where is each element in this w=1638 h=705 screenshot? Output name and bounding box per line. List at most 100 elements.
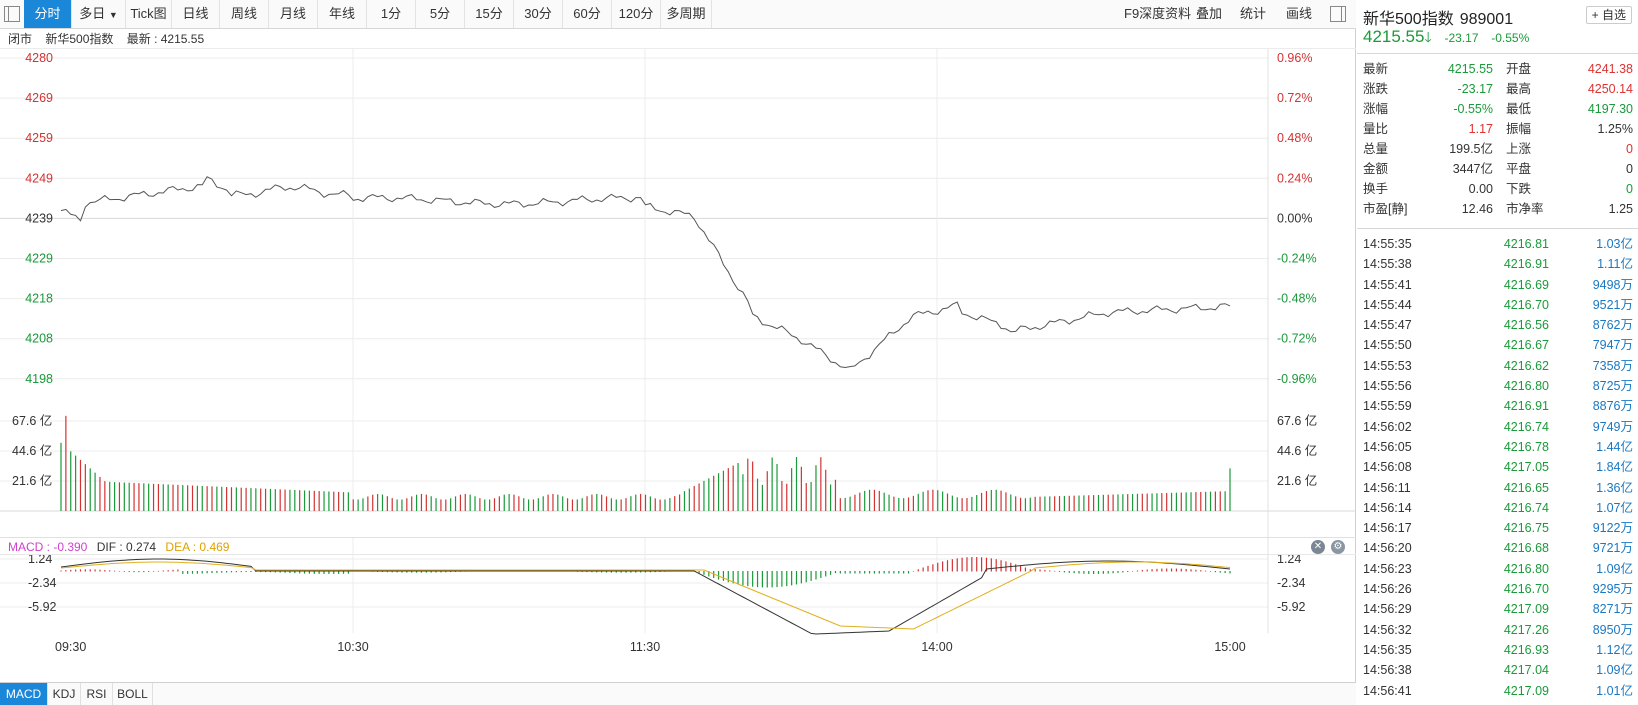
volume-bar — [644, 494, 647, 511]
tick-price: 4216.78 — [1503, 439, 1549, 454]
tick-row: 14:56:08 4217.05 1.84亿 — [1363, 457, 1633, 477]
volume-bar — [951, 495, 953, 511]
volume-bar — [985, 491, 988, 511]
volume-bar — [980, 492, 983, 511]
macd-bar — [333, 571, 335, 574]
macd-bar — [893, 571, 895, 574]
macd-bar — [742, 571, 744, 586]
right-panel-toggle-icon[interactable] — [1330, 6, 1346, 22]
macd-header: MACD : -0.390 DIF : 0.274 DEA : 0.469 ✕ … — [0, 537, 1356, 555]
tab-tick[interactable]: Tick图 — [126, 0, 172, 28]
tick-volume: 9521万 — [1592, 297, 1633, 312]
tab-120min[interactable]: 120分 — [612, 0, 661, 28]
volume-bar — [766, 471, 768, 511]
tab-1min[interactable]: 1分 — [367, 0, 416, 28]
tab-rsi[interactable]: RSI — [81, 683, 113, 705]
macd-bar — [1049, 570, 1051, 572]
volume-bar — [976, 495, 978, 511]
tab-macd[interactable]: MACD — [0, 683, 48, 705]
tick-list[interactable]: 14:55:35 4216.81 1.03亿 14:55:38 4216.91 1.11亿… — [1363, 234, 1633, 701]
macd-bar — [1141, 569, 1143, 572]
add-watchlist-button[interactable]: + 自选 — [1585, 6, 1632, 24]
left-panel-toggle-icon[interactable] — [4, 6, 20, 22]
volume-bar — [1166, 492, 1168, 511]
tab-weekly[interactable]: 周线 — [220, 0, 269, 28]
volume-bar — [518, 496, 520, 511]
tab-boll[interactable]: BOLL — [113, 683, 153, 705]
macd-bar — [1224, 571, 1226, 574]
tab-multi-period[interactable]: 多周期 — [661, 0, 712, 28]
macd-bar — [109, 570, 111, 572]
volume-bar — [1005, 492, 1007, 511]
macd-bar — [864, 571, 866, 574]
macd-bar — [815, 571, 817, 580]
volume-bar — [411, 496, 413, 511]
tab-intraday[interactable]: 分时 — [24, 0, 72, 28]
quote-label: 上涨 — [1506, 142, 1532, 156]
macd-bar — [425, 571, 427, 573]
volume-bar — [474, 496, 476, 511]
macd-bar — [152, 571, 155, 572]
price-tick-label: 4269 — [25, 91, 53, 105]
macd-bar — [1127, 571, 1129, 572]
statistics-button[interactable]: 统计 — [1240, 6, 1267, 21]
volume-bar — [971, 496, 973, 511]
tick-row: 14:56:14 4216.74 1.07亿 — [1363, 498, 1633, 518]
tick-price: 4216.75 — [1503, 521, 1549, 536]
overlay-button[interactable]: 叠加 — [1196, 6, 1223, 21]
price-tick-label: 4208 — [25, 332, 53, 346]
macd-bar — [596, 571, 598, 573]
macd-bar — [703, 571, 705, 575]
macd-bar — [250, 571, 252, 573]
volume-bar — [873, 489, 876, 511]
draw-line-button[interactable]: 画线 — [1286, 6, 1313, 21]
volume-bar — [221, 486, 223, 511]
intraday-chart[interactable]: 4280 0.96% 4269 0.72% 4259 0.48% 4249 0.24% 4239… — [0, 49, 1356, 682]
close-icon[interactable]: ✕ — [1311, 540, 1325, 554]
volume-bar — [318, 491, 320, 511]
tick-time: 14:56:41 — [1363, 683, 1412, 698]
macd-bar — [1034, 569, 1036, 572]
tab-30min[interactable]: 30分 — [514, 0, 563, 28]
tick-volume: 1.84亿 — [1596, 460, 1633, 475]
macd-bar — [1166, 568, 1168, 572]
tab-15min[interactable]: 15分 — [465, 0, 514, 28]
tick-price: 4216.80 — [1503, 379, 1549, 394]
macd-bar — [756, 571, 759, 588]
volume-bar — [196, 485, 198, 511]
volume-bar — [464, 493, 466, 511]
tab-60min[interactable]: 60分 — [563, 0, 612, 28]
volume-bar — [391, 498, 393, 511]
macd-bar — [118, 571, 121, 572]
tab-yearly[interactable]: 年线 — [318, 0, 367, 28]
dea-value: DEA : 0.469 — [165, 540, 230, 554]
tick-time: 14:55:35 — [1363, 237, 1412, 251]
quote-value: 1.17 — [1468, 122, 1493, 136]
macd-bar — [1097, 571, 1100, 574]
macd-bar — [196, 571, 198, 574]
macd-bar — [786, 571, 788, 587]
macd-bar — [903, 571, 905, 574]
volume-bar — [990, 489, 992, 511]
volume-bar — [771, 457, 773, 511]
status-bar: 闭市 新华500指数 最新 : 4215.55 — [0, 29, 1356, 49]
volume-bar — [450, 498, 452, 511]
tab-5min[interactable]: 5分 — [416, 0, 465, 28]
volume-bar — [1000, 490, 1002, 511]
macd-bar — [1019, 565, 1022, 572]
tab-kdj[interactable]: KDJ — [48, 683, 81, 705]
gear-icon[interactable]: ⚙ — [1331, 540, 1345, 554]
f9-deep-data-button[interactable]: F9深度资料 — [1124, 6, 1192, 21]
volume-bar — [815, 465, 817, 511]
tab-monthly[interactable]: 月线 — [269, 0, 318, 28]
volume-bar — [1117, 494, 1119, 511]
tab-daily[interactable]: 日线 — [172, 0, 220, 28]
volume-bar — [800, 466, 802, 511]
volume-bar — [187, 485, 189, 511]
volume-bar — [571, 499, 574, 511]
volume-bar — [143, 483, 145, 511]
quote-value: 0 — [1626, 142, 1633, 156]
volume-bar — [152, 483, 155, 511]
macd-bar — [956, 558, 958, 572]
tab-multi-day[interactable]: 多日 ▼ — [72, 0, 126, 28]
